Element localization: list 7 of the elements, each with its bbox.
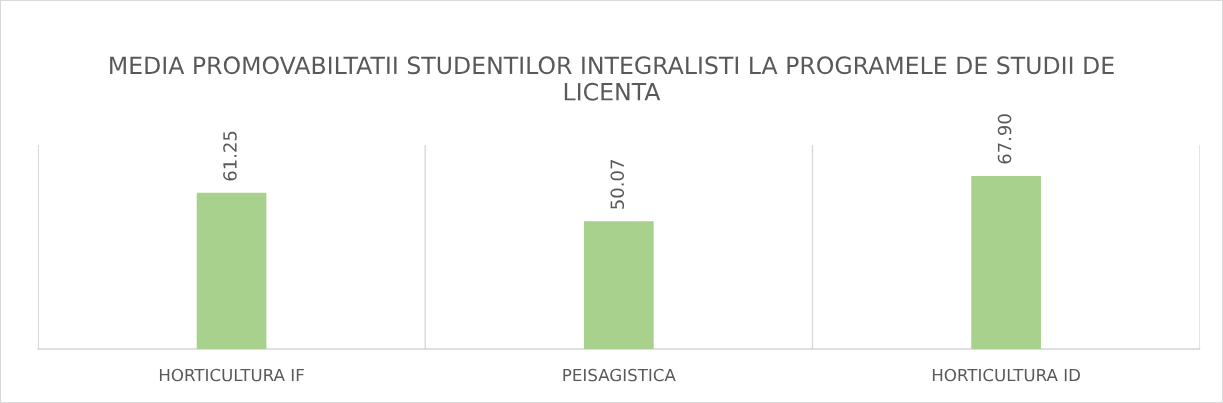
data-label: 61.25 — [223, 131, 237, 181]
chart-title: MEDIA PROMOVABILTATII STUDENTILOR INTEGRALISTI LA PROGRAMELE DE STUDII DE LICENTA — [110, 56, 1114, 101]
x-tick-label: PEISAGISTICA — [563, 368, 676, 382]
data-label: 50.07 — [610, 160, 625, 209]
x-tick-label: HORTICULTURA IF — [159, 368, 304, 382]
x-tick-label: HORTICULTURA ID — [932, 368, 1080, 382]
data-label: 67.90 — [997, 114, 1012, 164]
